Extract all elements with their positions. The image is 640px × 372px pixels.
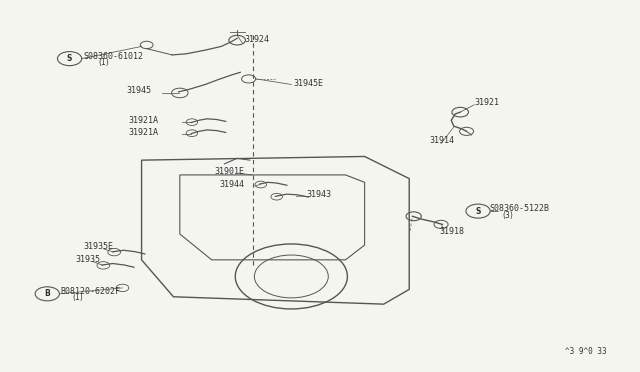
Text: S08360-61012: S08360-61012 xyxy=(83,52,143,61)
Text: 31918: 31918 xyxy=(440,227,465,235)
Text: B: B xyxy=(44,289,50,298)
Text: (1): (1) xyxy=(99,58,109,67)
Text: S: S xyxy=(476,206,481,216)
Text: 31945: 31945 xyxy=(126,86,151,95)
Text: 31901E: 31901E xyxy=(215,167,245,176)
Text: ^3 9^0 33: ^3 9^0 33 xyxy=(565,347,607,356)
Text: 31945E: 31945E xyxy=(293,79,323,88)
Text: 31944: 31944 xyxy=(220,180,244,189)
Text: 31914: 31914 xyxy=(429,137,454,145)
Text: 31921A: 31921A xyxy=(129,116,159,125)
Text: 31935: 31935 xyxy=(76,255,100,264)
Text: S: S xyxy=(67,54,72,63)
Text: 31921: 31921 xyxy=(474,98,499,107)
Text: 31943: 31943 xyxy=(306,190,331,199)
Text: (3): (3) xyxy=(502,211,513,220)
Text: 31921A: 31921A xyxy=(129,128,159,137)
Text: 31935E: 31935E xyxy=(83,242,113,251)
Text: S08360-5122B: S08360-5122B xyxy=(490,204,550,214)
Text: 31924: 31924 xyxy=(245,35,270,44)
Text: B08120-6202F: B08120-6202F xyxy=(60,287,120,296)
Text: (1): (1) xyxy=(73,293,83,302)
